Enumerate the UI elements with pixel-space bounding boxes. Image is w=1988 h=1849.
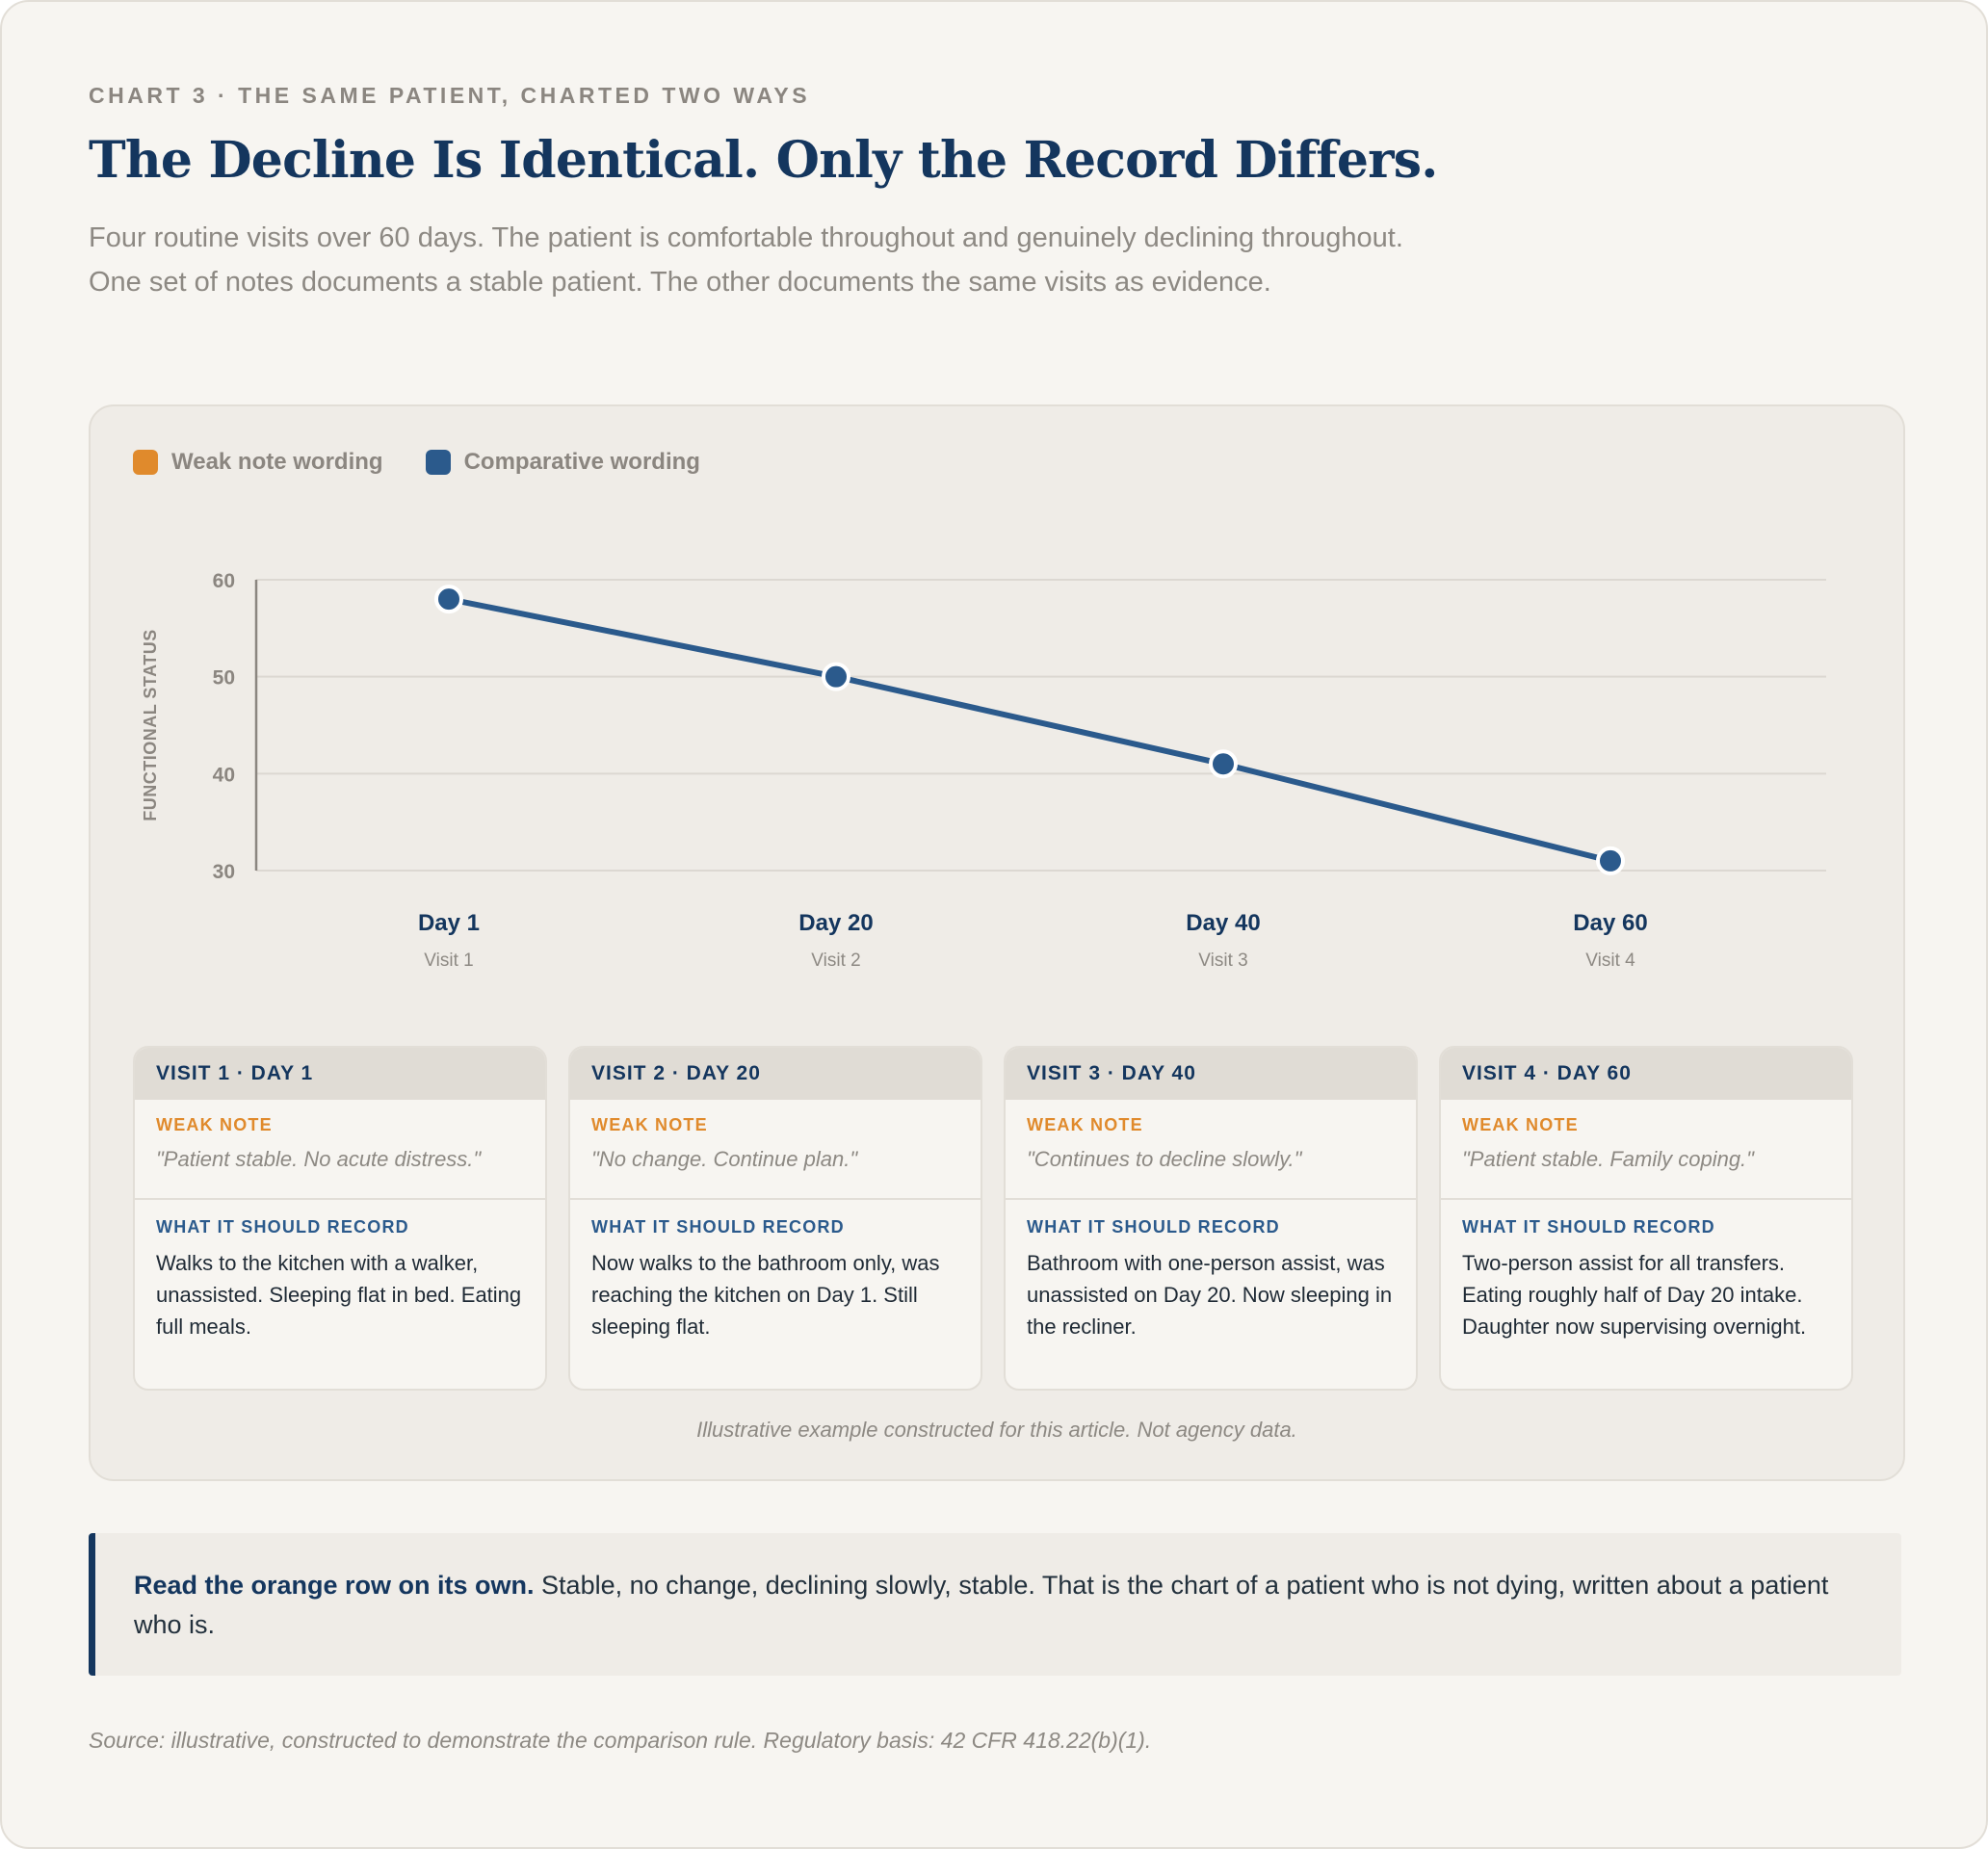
y-tick-label: 30 <box>213 861 235 883</box>
legend-item-weak: Weak note wording <box>133 449 383 476</box>
weak-note-label: WEAK NOTE <box>156 1115 273 1134</box>
line-chart: 60 50 40 30 FUNCTIONAL STATUS Day 1 Visit 1 Day… <box>141 570 1826 971</box>
visit-card-header: VISIT 3 · DAY 40 <box>1006 1048 1416 1100</box>
should-record-label: WHAT IT SHOULD RECORD <box>1462 1217 1715 1237</box>
should-record-section: WHAT IT SHOULD RECORD Two-person assist f… <box>1441 1200 1851 1342</box>
visit-card: VISIT 3 · DAY 40 WEAK NOTE "Continues to d… <box>1004 1046 1418 1391</box>
x-tick-sublabel: Visit 3 <box>1198 951 1247 971</box>
x-tick-label: Day 20 <box>798 910 873 936</box>
should-record-text: Two-person assist for all transfers. Eat… <box>1462 1251 1807 1339</box>
chart-panel: Weak note wording Comparative wording 60… <box>89 404 1905 1481</box>
weak-note-label: WEAK NOTE <box>1027 1115 1143 1134</box>
visit-card: VISIT 1 · DAY 1 WEAK NOTE "Patient stable.… <box>133 1046 547 1391</box>
y-axis-label: FUNCTIONAL STATUS <box>141 629 160 821</box>
x-tick-label: Day 40 <box>1186 910 1260 936</box>
should-record-section: WHAT IT SHOULD RECORD Now walks to the ba… <box>570 1200 981 1342</box>
y-tick-label: 60 <box>213 570 235 592</box>
weak-note-section: WEAK NOTE "Continues to decline slowly." <box>1006 1100 1416 1200</box>
callout-box: Read the orange row on its own. Stable, … <box>89 1533 1901 1676</box>
weak-note-quote: "Patient stable. Family coping." <box>1462 1147 1754 1171</box>
legend-item-comparative: Comparative wording <box>425 449 700 476</box>
weak-note-label: WEAK NOTE <box>591 1115 708 1134</box>
should-record-section: WHAT IT SHOULD RECORD Walks to the kitche… <box>135 1200 545 1342</box>
visit-cards: VISIT 1 · DAY 1 WEAK NOTE "Patient stable.… <box>133 1046 1853 1391</box>
weak-note-section: WEAK NOTE "Patient stable. No acute distr… <box>135 1100 545 1200</box>
legend-swatch-weak <box>133 450 158 475</box>
illustrative-note: Illustrative example constructed for thi… <box>696 1418 1297 1442</box>
chart-subtitle: Four routine visits over 60 days. The pa… <box>89 222 1403 298</box>
chart-title: The Decline Is Identical. Only the Recor… <box>89 131 1438 190</box>
series-line <box>446 596 1613 864</box>
should-record-text: Bathroom with one-person assist, was una… <box>1027 1251 1393 1339</box>
visit-card-header: VISIT 1 · DAY 1 <box>135 1048 545 1100</box>
should-record-section: WHAT IT SHOULD RECORD Bathroom with one-p… <box>1006 1200 1416 1342</box>
should-record-text: Now walks to the bathroom only, was reac… <box>591 1251 940 1339</box>
x-tick-label: Day 60 <box>1573 910 1647 936</box>
weak-note-quote: "No change. Continue plan." <box>591 1147 858 1171</box>
should-record-label: WHAT IT SHOULD RECORD <box>591 1217 845 1237</box>
weak-note-section: WEAK NOTE "No change. Continue plan." <box>570 1100 981 1200</box>
weak-note-label: WEAK NOTE <box>1462 1115 1579 1134</box>
x-tick-sublabel: Visit 1 <box>424 951 473 971</box>
visit-card-header: VISIT 4 · DAY 60 <box>1441 1048 1851 1100</box>
weak-note-quote: "Patient stable. No acute distress." <box>156 1147 482 1171</box>
legend-label-weak: Weak note wording <box>171 449 383 475</box>
x-tick-sublabel: Visit 4 <box>1585 951 1635 971</box>
should-record-label: WHAT IT SHOULD RECORD <box>1027 1217 1280 1237</box>
callout-text: Stable, no change, declining slowly, sta… <box>134 1571 1829 1639</box>
should-record-text: Walks to the kitchen with a walker, unas… <box>156 1251 522 1339</box>
x-tick-label: Day 1 <box>418 910 480 936</box>
y-tick-label: 40 <box>213 764 235 786</box>
visit-card: VISIT 2 · DAY 20 WEAK NOTE "No change. Con… <box>568 1046 982 1391</box>
weak-note-quote: "Continues to decline slowly." <box>1027 1147 1302 1171</box>
data-point <box>1596 846 1625 875</box>
weak-note-section: WEAK NOTE "Patient stable. Family coping.… <box>1441 1100 1851 1200</box>
legend-label-comparative: Comparative wording <box>463 449 700 475</box>
data-point <box>434 585 463 614</box>
data-point <box>822 662 850 691</box>
callout-lead: Read the orange row on its own. <box>134 1571 535 1600</box>
visit-card: VISIT 4 · DAY 60 WEAK NOTE "Patient stable… <box>1439 1046 1853 1391</box>
data-point <box>1209 749 1238 779</box>
chart-legend: Weak note wording Comparative wording <box>133 449 700 476</box>
x-tick-sublabel: Visit 2 <box>811 951 860 971</box>
visit-card-header: VISIT 2 · DAY 20 <box>570 1048 981 1100</box>
source-line: Source: illustrative, constructed to dem… <box>89 1728 1152 1753</box>
y-tick-label: 50 <box>213 667 235 690</box>
should-record-label: WHAT IT SHOULD RECORD <box>156 1217 409 1237</box>
legend-swatch-comparative <box>425 450 451 475</box>
chart-eyebrow: CHART 3 · THE SAME PATIENT, CHARTED TWO … <box>89 83 811 108</box>
